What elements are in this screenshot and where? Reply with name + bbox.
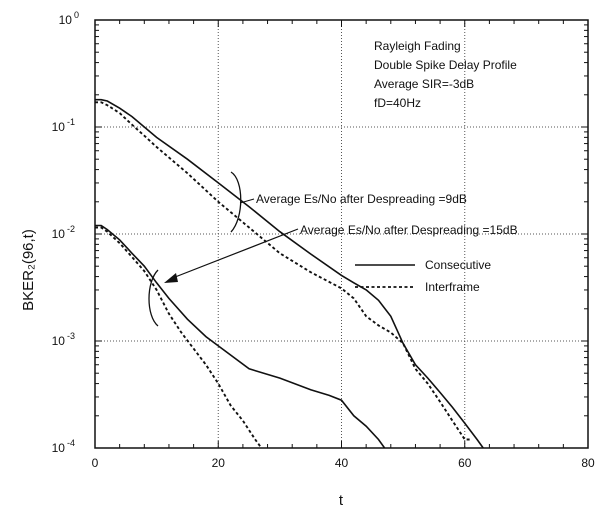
y-axis-label: BKER₂(96,t) (20, 229, 37, 311)
annotation-9db: Average Es/No after Despreading =9dB (256, 192, 467, 206)
y-tick-label: 10 -3 (52, 331, 75, 348)
bracket-15db (148, 269, 159, 327)
x-tick-label: 80 (581, 456, 595, 470)
series-9dB-consecutive (95, 98, 484, 449)
arrow-15db-shaft (169, 228, 299, 280)
bracket-9db (230, 171, 242, 233)
series-layer (95, 98, 484, 449)
y-tick-label: 10 -4 (52, 438, 75, 455)
x-axis-label: t (339, 492, 344, 509)
leader-9db (239, 198, 255, 204)
legend-label-consecutive: Consecutive (425, 258, 491, 272)
x-tick-label: 40 (335, 456, 349, 470)
x-tick-label: 0 (92, 456, 99, 470)
grid (95, 20, 588, 448)
x-tick-label: 60 (458, 456, 472, 470)
info-line-3: Average SIR=-3dB (374, 77, 474, 91)
y-tick-label: 10 -1 (52, 117, 75, 134)
y-tick-label: 10 -2 (52, 224, 75, 241)
annotation-brackets (148, 171, 299, 327)
x-tick-label: 20 (212, 456, 226, 470)
arrow-15db-head (164, 273, 178, 283)
y-tick-label: 10 0 (59, 10, 79, 27)
series-9dB-interframe (95, 101, 471, 441)
legend-label-interframe: Interframe (425, 280, 480, 294)
annotation-15db: Average Es/No after Despreading =15dB (300, 223, 518, 237)
series-15dB-consecutive (95, 224, 386, 449)
info-line-2: Double Spike Delay Profile (374, 58, 517, 72)
info-box: Rayleigh Fading Double Spike Delay Profi… (374, 39, 517, 110)
series-15dB-interframe (95, 226, 263, 449)
legend: Consecutive Interframe (355, 258, 491, 294)
info-line-1: Rayleigh Fading (374, 39, 461, 53)
info-line-4: fD=40Hz (374, 96, 421, 110)
